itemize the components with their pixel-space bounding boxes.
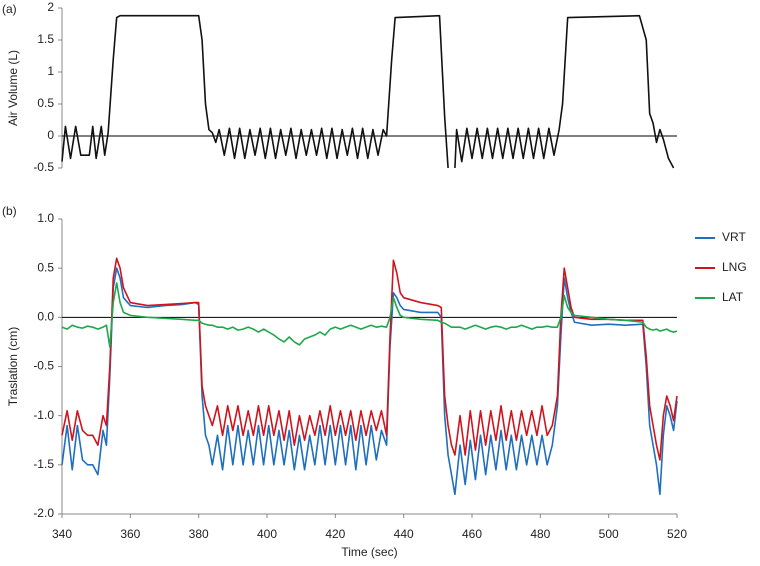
y-tick-label: -0.5 (33, 359, 54, 373)
x-tick-label: 440 (394, 527, 414, 541)
x-tick-label: 420 (325, 527, 345, 541)
panel-label: (a) (2, 2, 17, 16)
x-tick-label: 360 (120, 527, 140, 541)
x-tick-label: 340 (52, 527, 72, 541)
y-tick-label: -1.5 (33, 457, 54, 471)
y-tick-label: 0.5 (37, 260, 54, 274)
y-tick-label: 0.5 (37, 96, 54, 110)
y-axis-label: Air Volume (L) (6, 50, 20, 126)
series-line (61, 257, 678, 461)
legend-label: VRT (722, 230, 746, 244)
legend-label: LAT (722, 290, 744, 304)
y-tick-label: 1.5 (37, 32, 54, 46)
y-tick-label: 2 (47, 0, 54, 14)
y-tick-label: -0.5 (33, 160, 54, 174)
y-tick-label: -1.0 (33, 408, 54, 422)
series-line (61, 267, 678, 496)
series-line (61, 14, 449, 169)
legend-label: LNG (722, 260, 747, 274)
y-tick-label: -2.0 (33, 506, 54, 520)
y-tick-label: 0.0 (37, 310, 54, 324)
y-tick-label: 1 (47, 64, 54, 78)
x-tick-label: 380 (189, 527, 209, 541)
y-axis-label: Traslation (cm) (6, 327, 20, 407)
x-tick-label: 520 (667, 527, 687, 541)
series-line (454, 14, 675, 169)
x-tick-label: 460 (462, 527, 482, 541)
x-tick-label: 480 (530, 527, 550, 541)
series-line (61, 282, 678, 348)
panel-label: (b) (2, 204, 17, 218)
x-tick-label: 500 (599, 527, 619, 541)
x-tick-label: 400 (257, 527, 277, 541)
y-tick-label: 0 (47, 128, 54, 142)
x-axis-label: Time (sec) (341, 545, 397, 559)
y-tick-label: 1.0 (37, 211, 54, 225)
